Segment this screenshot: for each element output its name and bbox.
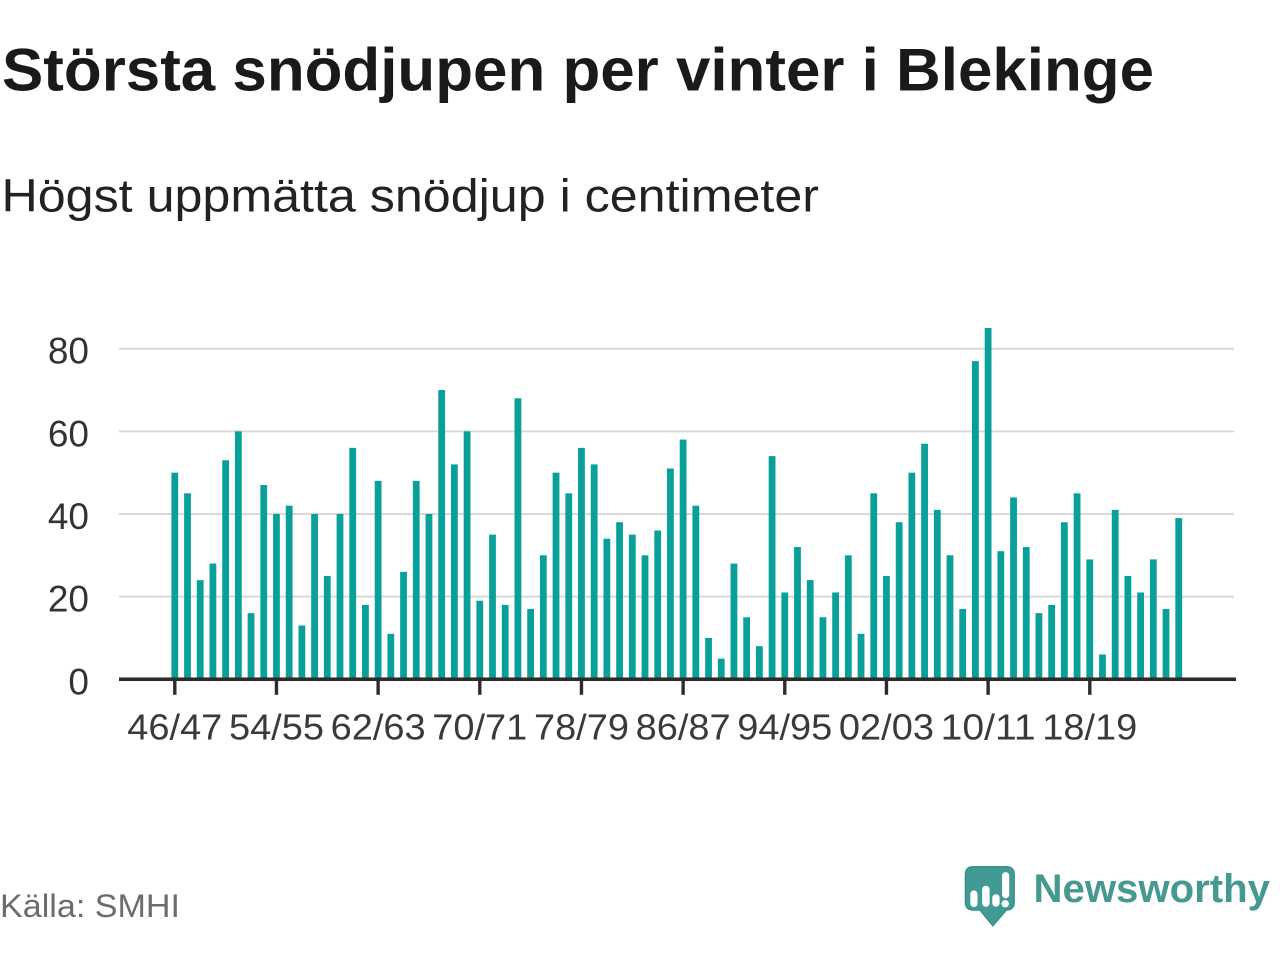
svg-text:20: 20	[48, 579, 89, 620]
svg-text:0: 0	[68, 661, 89, 702]
svg-text:94/95: 94/95	[737, 706, 832, 747]
svg-text:Källa: SMHI: Källa: SMHI	[0, 888, 180, 924]
svg-text:86/87: 86/87	[636, 706, 731, 747]
svg-text:70/71: 70/71	[432, 706, 527, 747]
svg-text:60: 60	[48, 413, 89, 454]
svg-text:18/19: 18/19	[1042, 706, 1137, 747]
svg-text:46/47: 46/47	[127, 706, 222, 747]
svg-text:Newsworthy: Newsworthy	[1034, 867, 1271, 911]
svg-text:Högst uppmätta snödjup i centi: Högst uppmätta snödjup i centimeter	[2, 170, 820, 222]
svg-text:62/63: 62/63	[331, 706, 426, 747]
svg-text:78/79: 78/79	[534, 706, 629, 747]
svg-text:Största snödjupen per vinter i: Största snödjupen per vinter i Blekinge	[2, 37, 1154, 104]
svg-text:02/03: 02/03	[839, 706, 934, 747]
svg-text:10/11: 10/11	[941, 706, 1036, 747]
svg-text:40: 40	[48, 496, 89, 537]
svg-text:80: 80	[48, 331, 89, 372]
svg-text:54/55: 54/55	[229, 706, 324, 747]
